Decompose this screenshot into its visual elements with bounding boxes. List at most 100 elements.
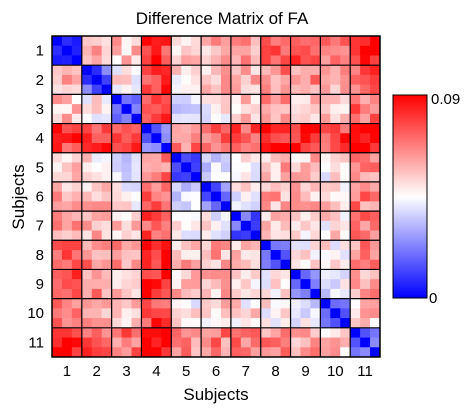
heatmap-cells bbox=[52, 36, 381, 358]
heatmap-cell bbox=[280, 104, 291, 115]
heatmap-cell bbox=[260, 143, 272, 154]
heatmap-cell bbox=[131, 74, 142, 86]
heatmap-cell bbox=[220, 181, 232, 193]
heatmap-cell bbox=[270, 172, 282, 183]
heatmap-cell bbox=[250, 162, 262, 173]
heatmap-cell bbox=[191, 74, 202, 86]
heatmap-cell bbox=[330, 250, 341, 261]
heatmap-cell bbox=[350, 201, 361, 212]
heatmap-cell bbox=[141, 133, 152, 144]
heatmap-cell bbox=[181, 162, 192, 173]
heatmap-cell bbox=[300, 152, 311, 163]
y-tick-labels: 1 2 3 4 5 6 7 8 9 10 11 bbox=[27, 43, 44, 352]
heatmap-cell bbox=[91, 74, 103, 86]
heatmap-cell bbox=[81, 259, 93, 270]
heatmap-cell bbox=[131, 84, 142, 95]
heatmap-cell bbox=[81, 162, 93, 173]
heatmap-cell bbox=[211, 240, 222, 251]
heatmap-cell bbox=[270, 162, 282, 173]
heatmap-cell bbox=[131, 240, 142, 251]
heatmap-cell bbox=[300, 143, 311, 154]
heatmap-cell bbox=[52, 133, 63, 144]
heatmap-cell bbox=[280, 113, 291, 124]
heatmap-cell bbox=[330, 211, 341, 222]
heatmap-cell bbox=[181, 133, 192, 144]
heatmap-cell bbox=[121, 240, 132, 251]
heatmap-cell bbox=[240, 113, 252, 124]
heatmap-cell bbox=[181, 84, 192, 95]
heatmap-cell bbox=[151, 55, 162, 66]
heatmap-cell bbox=[300, 288, 311, 300]
heatmap-cell bbox=[91, 250, 103, 261]
heatmap-cell bbox=[111, 279, 122, 290]
heatmap-cell bbox=[181, 240, 192, 251]
heatmap-cell bbox=[141, 327, 152, 338]
heatmap-cell bbox=[121, 113, 132, 124]
heatmap-cell bbox=[330, 133, 341, 144]
heatmap-cell bbox=[320, 74, 331, 86]
heatmap-cell bbox=[111, 240, 122, 251]
heatmap-cell bbox=[370, 162, 381, 173]
heatmap-cell bbox=[161, 250, 172, 261]
heatmap-cell bbox=[280, 250, 291, 261]
heatmap-cell bbox=[191, 143, 202, 154]
heatmap-cell bbox=[131, 143, 142, 154]
heatmap-cell bbox=[330, 269, 341, 280]
heatmap-cell bbox=[121, 308, 132, 319]
heatmap-cell bbox=[91, 45, 103, 56]
heatmap-cell bbox=[350, 347, 361, 358]
x-tick-label: 7 bbox=[242, 363, 250, 380]
heatmap-cell bbox=[290, 162, 301, 173]
heatmap-cell bbox=[141, 162, 152, 173]
heatmap-cell bbox=[230, 74, 242, 86]
heatmap-cell bbox=[71, 55, 83, 66]
heatmap-cell bbox=[250, 45, 262, 56]
heatmap-cell bbox=[340, 308, 351, 319]
heatmap-cell bbox=[300, 337, 311, 348]
heatmap-cell bbox=[101, 211, 113, 222]
heatmap-cell bbox=[240, 220, 252, 231]
heatmap-cell bbox=[131, 36, 142, 47]
heatmap-cell bbox=[270, 152, 282, 163]
heatmap-cell bbox=[151, 104, 162, 115]
heatmap-cell bbox=[151, 220, 162, 231]
heatmap-cell bbox=[131, 337, 142, 348]
heatmap-cell bbox=[201, 94, 212, 105]
heatmap-cell bbox=[350, 133, 361, 144]
heatmap-cell bbox=[111, 55, 122, 66]
heatmap-cell bbox=[340, 45, 351, 56]
heatmap-cell bbox=[52, 327, 63, 338]
heatmap-cell bbox=[250, 152, 262, 163]
heatmap-cell bbox=[111, 230, 122, 241]
heatmap-cell bbox=[300, 104, 311, 115]
heatmap-cell bbox=[220, 143, 232, 154]
heatmap-cell bbox=[250, 201, 262, 212]
heatmap-cell bbox=[230, 94, 242, 105]
heatmap-cell bbox=[131, 327, 142, 338]
heatmap-cell bbox=[350, 327, 361, 338]
heatmap-cell bbox=[161, 133, 172, 144]
heatmap-cell bbox=[310, 172, 321, 183]
heatmap-cell bbox=[310, 55, 321, 66]
heatmap-cell bbox=[250, 220, 262, 231]
heatmap-cell bbox=[171, 318, 182, 329]
heatmap-cell bbox=[310, 269, 321, 280]
heatmap-cell bbox=[270, 94, 282, 105]
heatmap-cell bbox=[310, 327, 321, 338]
heatmap-cell bbox=[310, 201, 321, 212]
heatmap-cell bbox=[290, 279, 301, 290]
heatmap-cell bbox=[230, 220, 242, 231]
heatmap-cell bbox=[300, 230, 311, 241]
heatmap-cell bbox=[340, 172, 351, 183]
heatmap-cell bbox=[201, 84, 212, 95]
y-tick-label: 9 bbox=[36, 276, 44, 293]
heatmap-cell bbox=[111, 298, 122, 309]
heatmap-cell bbox=[360, 211, 371, 222]
heatmap-cell bbox=[250, 347, 262, 358]
y-tick-label: 8 bbox=[36, 247, 44, 264]
heatmap-cell bbox=[230, 104, 242, 115]
heatmap-cell bbox=[260, 172, 272, 183]
heatmap-cell bbox=[230, 250, 242, 261]
heatmap-cell bbox=[171, 308, 182, 319]
heatmap-cell bbox=[141, 250, 152, 261]
